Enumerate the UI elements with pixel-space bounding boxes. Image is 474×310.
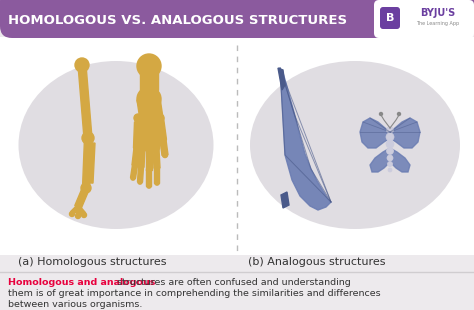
Circle shape [388, 168, 392, 172]
Text: (b) Analogous structures: (b) Analogous structures [248, 257, 385, 267]
Circle shape [380, 113, 383, 116]
Circle shape [151, 114, 159, 122]
Circle shape [163, 153, 167, 157]
Polygon shape [82, 138, 91, 188]
Circle shape [146, 167, 152, 173]
Circle shape [388, 162, 392, 166]
Polygon shape [156, 117, 166, 140]
Polygon shape [138, 120, 146, 148]
Polygon shape [390, 118, 420, 148]
Text: (a) Homologous structures: (a) Homologous structures [18, 257, 166, 267]
Circle shape [82, 212, 86, 218]
Text: Homologous and analogous: Homologous and analogous [8, 278, 155, 287]
Circle shape [398, 113, 401, 116]
FancyBboxPatch shape [0, 272, 474, 310]
Polygon shape [75, 187, 89, 208]
Ellipse shape [18, 61, 213, 229]
Circle shape [386, 140, 394, 148]
Circle shape [139, 114, 147, 122]
Circle shape [153, 146, 159, 152]
Circle shape [131, 176, 135, 180]
Text: The Learning App: The Learning App [417, 20, 460, 25]
Polygon shape [0, 0, 474, 15]
Polygon shape [278, 68, 285, 90]
Polygon shape [89, 143, 95, 183]
Circle shape [386, 126, 393, 134]
Text: between various organisms.: between various organisms. [8, 300, 142, 309]
Polygon shape [71, 206, 80, 215]
Polygon shape [280, 68, 331, 210]
FancyBboxPatch shape [0, 37, 474, 255]
Circle shape [138, 180, 142, 184]
Polygon shape [137, 167, 144, 182]
Circle shape [70, 211, 74, 216]
Polygon shape [78, 65, 92, 138]
Polygon shape [281, 192, 289, 208]
Text: B: B [386, 13, 394, 23]
Circle shape [132, 162, 137, 167]
Circle shape [139, 145, 145, 151]
Circle shape [75, 214, 81, 219]
Polygon shape [153, 149, 160, 168]
Polygon shape [146, 170, 152, 186]
Polygon shape [370, 148, 390, 172]
Circle shape [387, 155, 393, 161]
Circle shape [145, 114, 153, 122]
FancyBboxPatch shape [380, 7, 400, 29]
Text: HOMOLOGOUS VS. ANALOGOUS STRUCTURES: HOMOLOGOUS VS. ANALOGOUS STRUCTURES [8, 14, 347, 26]
Circle shape [75, 58, 89, 72]
Circle shape [156, 114, 164, 122]
Polygon shape [132, 148, 140, 165]
Circle shape [386, 148, 393, 154]
Circle shape [137, 87, 161, 111]
Circle shape [134, 145, 140, 151]
Text: BYJU'S: BYJU'S [420, 8, 456, 18]
Circle shape [147, 184, 151, 188]
Circle shape [134, 114, 142, 122]
Circle shape [155, 181, 159, 185]
Polygon shape [146, 150, 152, 170]
Polygon shape [146, 119, 153, 150]
Polygon shape [138, 148, 145, 167]
Polygon shape [152, 120, 159, 149]
Polygon shape [155, 168, 159, 183]
Circle shape [386, 133, 394, 141]
FancyBboxPatch shape [374, 0, 474, 38]
Polygon shape [76, 206, 85, 215]
Polygon shape [137, 98, 163, 120]
Circle shape [160, 137, 166, 143]
Circle shape [137, 54, 161, 78]
Polygon shape [160, 140, 168, 155]
Polygon shape [390, 148, 410, 172]
Polygon shape [76, 207, 80, 215]
Circle shape [138, 164, 144, 170]
Polygon shape [130, 165, 137, 178]
Circle shape [81, 183, 91, 193]
Text: structures are often confused and understanding: structures are often confused and unders… [114, 278, 351, 287]
Circle shape [82, 132, 94, 144]
Text: them is of great importance in comprehending the similarities and differences: them is of great importance in comprehen… [8, 289, 381, 298]
Circle shape [155, 166, 160, 171]
Ellipse shape [250, 61, 460, 229]
Polygon shape [140, 68, 158, 90]
Circle shape [146, 147, 152, 153]
Polygon shape [360, 118, 390, 148]
Polygon shape [134, 122, 142, 148]
FancyBboxPatch shape [0, 0, 474, 38]
